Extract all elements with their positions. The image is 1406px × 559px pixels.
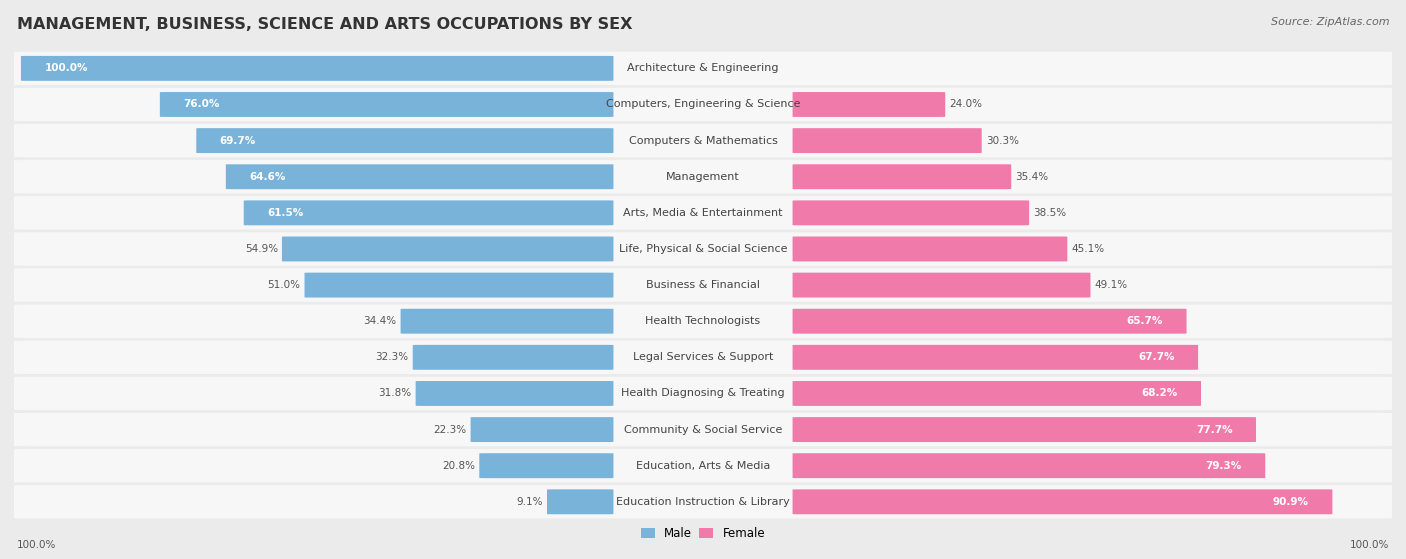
FancyBboxPatch shape <box>793 236 1067 262</box>
Text: Health Diagnosing & Treating: Health Diagnosing & Treating <box>621 389 785 399</box>
FancyBboxPatch shape <box>793 200 1029 225</box>
FancyBboxPatch shape <box>793 128 981 153</box>
Text: 79.3%: 79.3% <box>1205 461 1241 471</box>
Text: Life, Physical & Social Science: Life, Physical & Social Science <box>619 244 787 254</box>
Text: 64.6%: 64.6% <box>249 172 285 182</box>
Text: 76.0%: 76.0% <box>183 100 219 110</box>
Text: 54.9%: 54.9% <box>245 244 278 254</box>
FancyBboxPatch shape <box>11 88 1395 121</box>
FancyBboxPatch shape <box>11 377 1395 410</box>
FancyBboxPatch shape <box>160 92 613 117</box>
Text: Health Technologists: Health Technologists <box>645 316 761 326</box>
FancyBboxPatch shape <box>11 160 1395 193</box>
Text: 49.1%: 49.1% <box>1095 280 1128 290</box>
Text: Architecture & Engineering: Architecture & Engineering <box>627 63 779 73</box>
Text: 90.9%: 90.9% <box>1272 497 1309 507</box>
FancyBboxPatch shape <box>226 164 613 189</box>
Text: 77.7%: 77.7% <box>1197 425 1233 434</box>
Text: 20.8%: 20.8% <box>441 461 475 471</box>
FancyBboxPatch shape <box>793 345 1198 370</box>
FancyBboxPatch shape <box>197 128 613 153</box>
FancyBboxPatch shape <box>11 196 1395 230</box>
FancyBboxPatch shape <box>11 485 1395 519</box>
FancyBboxPatch shape <box>11 413 1395 446</box>
Legend: Male, Female: Male, Female <box>636 522 770 544</box>
FancyBboxPatch shape <box>305 273 613 297</box>
Text: 24.0%: 24.0% <box>949 100 983 110</box>
Text: 69.7%: 69.7% <box>219 136 256 145</box>
Text: 34.4%: 34.4% <box>363 316 396 326</box>
Text: 38.5%: 38.5% <box>1033 208 1066 218</box>
Text: Computers & Mathematics: Computers & Mathematics <box>628 136 778 145</box>
Text: 51.0%: 51.0% <box>267 280 301 290</box>
FancyBboxPatch shape <box>793 489 1333 514</box>
Text: Legal Services & Support: Legal Services & Support <box>633 352 773 362</box>
FancyBboxPatch shape <box>11 340 1395 374</box>
Text: Arts, Media & Entertainment: Arts, Media & Entertainment <box>623 208 783 218</box>
FancyBboxPatch shape <box>793 92 945 117</box>
FancyBboxPatch shape <box>11 305 1395 338</box>
Text: 9.1%: 9.1% <box>516 497 543 507</box>
FancyBboxPatch shape <box>11 51 1395 85</box>
FancyBboxPatch shape <box>21 56 613 81</box>
Text: 30.3%: 30.3% <box>986 136 1019 145</box>
Text: 67.7%: 67.7% <box>1139 352 1174 362</box>
FancyBboxPatch shape <box>471 417 613 442</box>
FancyBboxPatch shape <box>793 273 1091 297</box>
Text: 100.0%: 100.0% <box>17 540 56 550</box>
Text: Education Instruction & Library: Education Instruction & Library <box>616 497 790 507</box>
FancyBboxPatch shape <box>547 489 613 514</box>
FancyBboxPatch shape <box>793 309 1187 334</box>
FancyBboxPatch shape <box>793 164 1011 189</box>
Text: 32.3%: 32.3% <box>375 352 409 362</box>
Text: Management: Management <box>666 172 740 182</box>
FancyBboxPatch shape <box>413 345 613 370</box>
Text: 61.5%: 61.5% <box>267 208 304 218</box>
FancyBboxPatch shape <box>11 233 1395 266</box>
FancyBboxPatch shape <box>793 417 1256 442</box>
Text: 31.8%: 31.8% <box>378 389 412 399</box>
Text: 45.1%: 45.1% <box>1071 244 1105 254</box>
Text: 100.0%: 100.0% <box>45 63 87 73</box>
FancyBboxPatch shape <box>11 268 1395 302</box>
FancyBboxPatch shape <box>793 453 1265 478</box>
Text: MANAGEMENT, BUSINESS, SCIENCE AND ARTS OCCUPATIONS BY SEX: MANAGEMENT, BUSINESS, SCIENCE AND ARTS O… <box>17 17 633 32</box>
Text: Computers, Engineering & Science: Computers, Engineering & Science <box>606 100 800 110</box>
FancyBboxPatch shape <box>243 200 613 225</box>
FancyBboxPatch shape <box>479 453 613 478</box>
FancyBboxPatch shape <box>11 449 1395 482</box>
Text: 35.4%: 35.4% <box>1015 172 1049 182</box>
Text: 68.2%: 68.2% <box>1142 389 1178 399</box>
FancyBboxPatch shape <box>401 309 613 334</box>
Text: 65.7%: 65.7% <box>1126 316 1163 326</box>
FancyBboxPatch shape <box>793 381 1201 406</box>
FancyBboxPatch shape <box>283 236 613 262</box>
Text: Source: ZipAtlas.com: Source: ZipAtlas.com <box>1271 17 1389 27</box>
FancyBboxPatch shape <box>11 124 1395 157</box>
FancyBboxPatch shape <box>416 381 613 406</box>
Text: Education, Arts & Media: Education, Arts & Media <box>636 461 770 471</box>
Text: Business & Financial: Business & Financial <box>645 280 761 290</box>
Text: 100.0%: 100.0% <box>1350 540 1389 550</box>
Text: Community & Social Service: Community & Social Service <box>624 425 782 434</box>
Text: 22.3%: 22.3% <box>433 425 467 434</box>
